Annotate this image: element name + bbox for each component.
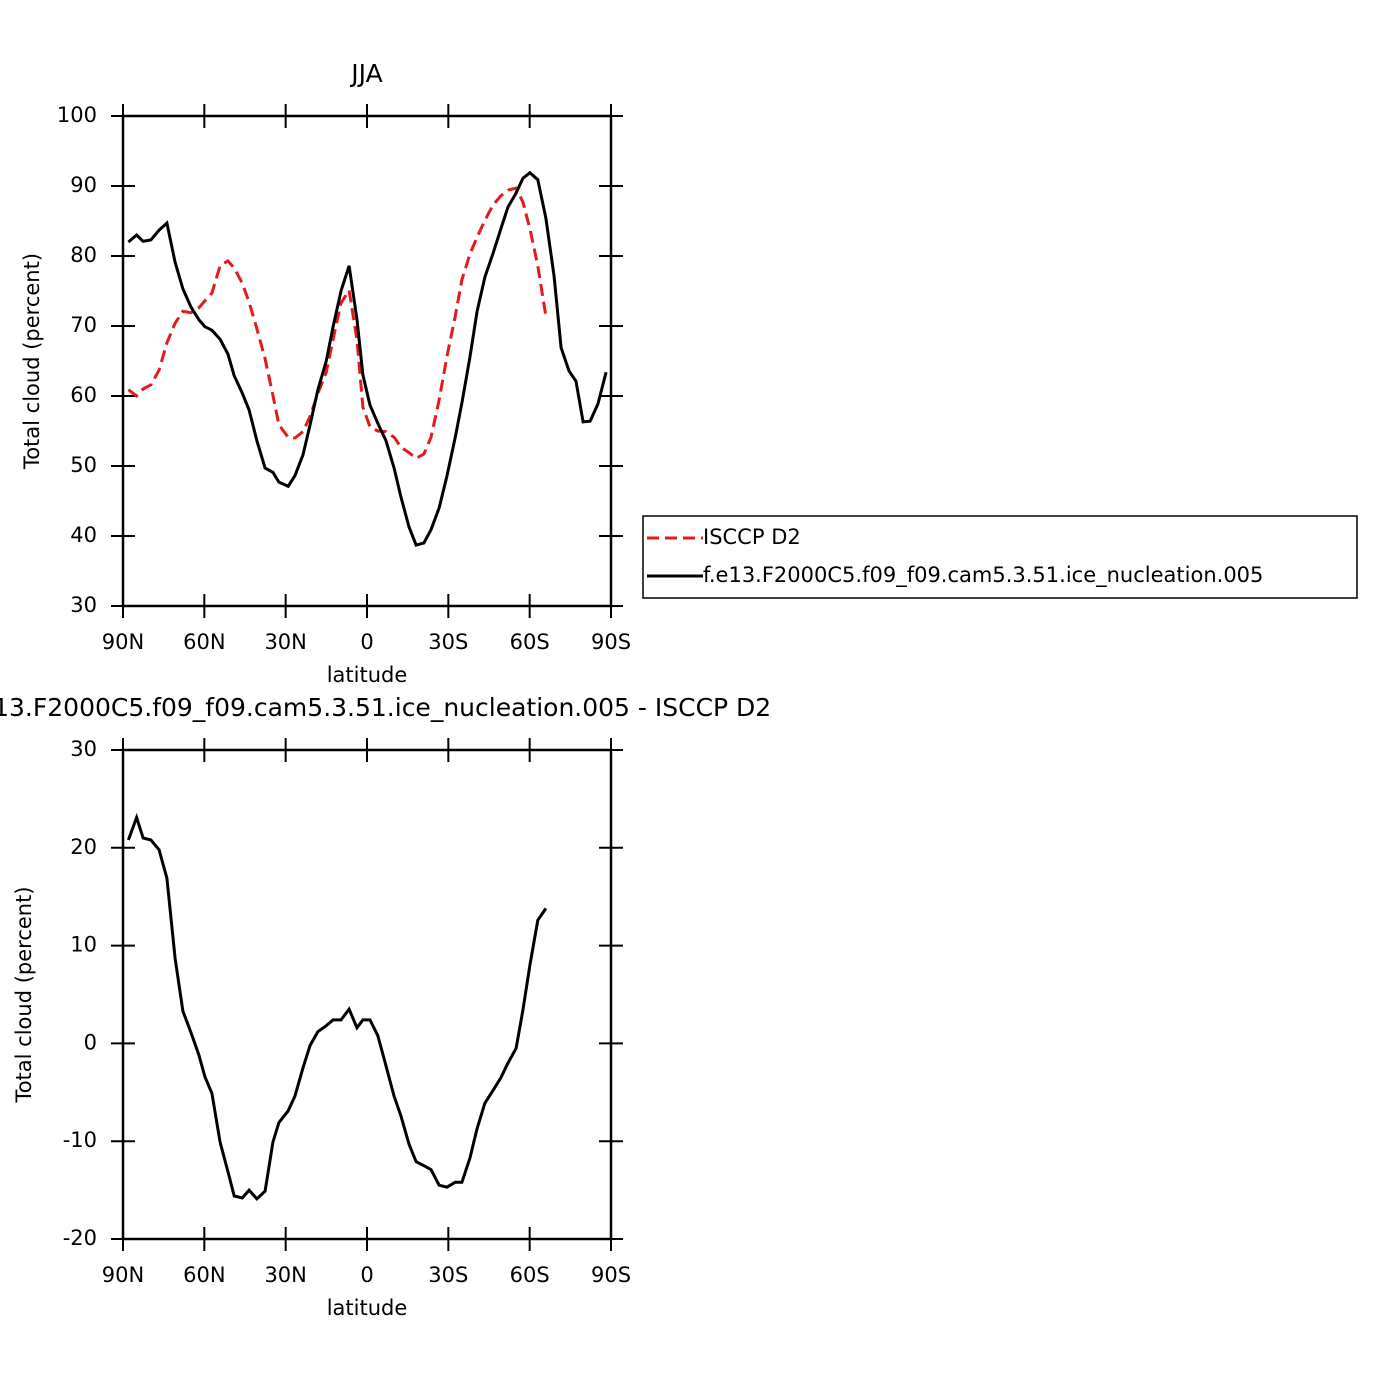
x-tick-label: 60S — [510, 630, 550, 654]
x-tick-label: 90N — [102, 1263, 144, 1287]
y-tick-label: 90 — [70, 173, 97, 197]
x-tick-label: 60N — [183, 1263, 225, 1287]
y-tick-label: 40 — [70, 523, 97, 547]
y-tick-label: 10 — [70, 933, 97, 957]
plot-frame — [121, 114, 613, 608]
y-tick-label: 50 — [70, 453, 97, 477]
y-tick-label: 70 — [70, 313, 97, 337]
x-tick-label: 0 — [360, 1263, 373, 1287]
x-tick-label: 30N — [264, 1263, 306, 1287]
x-axis-label: latitude — [327, 663, 408, 687]
plot-frame — [121, 748, 613, 1241]
y-tick-label: 0 — [84, 1030, 97, 1054]
y-tick-label: -20 — [63, 1226, 97, 1250]
y-tick-label: 30 — [70, 593, 97, 617]
y-tick-label: -10 — [63, 1128, 97, 1152]
y-tick-label: 20 — [70, 835, 97, 859]
legend-label: ISCCP D2 — [703, 525, 801, 549]
y-tick-label: 30 — [70, 737, 97, 761]
x-axis-label: latitude — [327, 1296, 408, 1320]
legend-label: f.e13.F2000C5.f09_f09.cam5.3.51.ice_nucl… — [703, 563, 1263, 588]
legend-box — [642, 515, 1358, 599]
data-line — [126, 812, 548, 1202]
x-tick-label: 60S — [510, 1263, 550, 1287]
chart-title: JJA — [349, 59, 382, 88]
y-tick-label: 80 — [70, 243, 97, 267]
x-tick-label: 60N — [183, 630, 225, 654]
data-line — [127, 186, 548, 461]
y-axis-label: Total cloud (percent) — [20, 253, 44, 470]
y-axis-label: Total cloud (percent) — [12, 886, 36, 1103]
y-tick-label: 60 — [70, 383, 97, 407]
x-tick-label: 90S — [591, 1263, 631, 1287]
x-tick-label: 0 — [360, 630, 373, 654]
data-line — [127, 170, 608, 547]
chart-title: f.e13.F2000C5.f09_f09.cam5.3.51.ice_nucl… — [0, 693, 771, 722]
x-tick-label: 30S — [428, 1263, 468, 1287]
x-tick-label: 30S — [428, 630, 468, 654]
x-tick-label: 30N — [264, 630, 306, 654]
x-tick-label: 90S — [591, 630, 631, 654]
y-tick-label: 100 — [57, 103, 97, 127]
x-tick-label: 90N — [102, 630, 144, 654]
